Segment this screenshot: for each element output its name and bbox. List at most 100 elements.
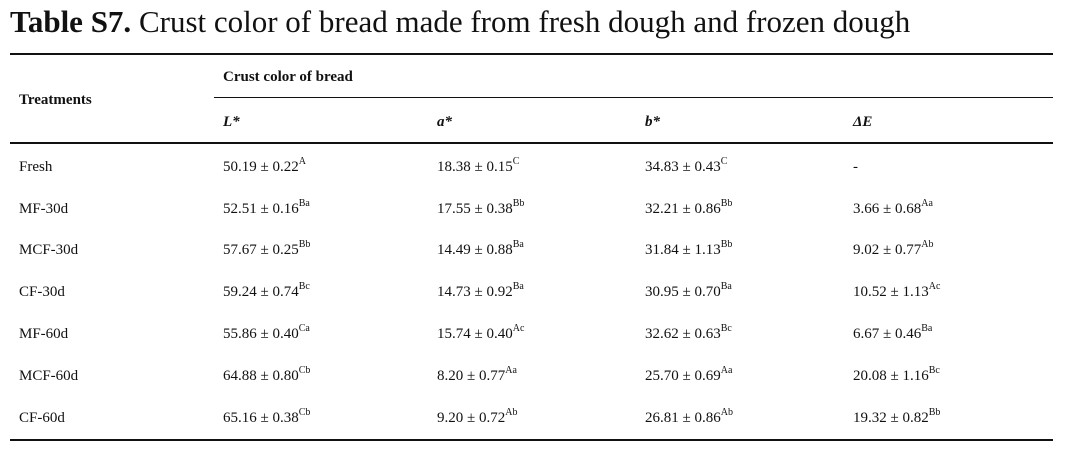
cell-b: 25.70 ± 0.69Aa <box>645 365 733 385</box>
group-header-rule <box>214 97 1053 98</box>
cell-l: 59.24 ± 0.74Bc <box>223 281 310 301</box>
cell-superscript: Ac <box>512 323 525 334</box>
cell-delta-e: 9.02 ± 0.77Ab <box>853 239 934 259</box>
cell-l: 57.67 ± 0.25Bb <box>223 239 311 259</box>
cell-value: 50.19 ± 0.22 <box>223 159 299 175</box>
cell-delta-e: 3.66 ± 0.68Aa <box>853 198 933 218</box>
cell-superscript: Bb <box>512 198 525 209</box>
cell-value: 17.55 ± 0.38 <box>437 201 513 217</box>
cell-value: 18.38 ± 0.15 <box>437 159 513 175</box>
cell-superscript: Bb <box>720 239 733 250</box>
cell-value: 20.08 ± 1.16 <box>853 368 929 384</box>
cell-value: 10.52 ± 1.13 <box>853 284 929 300</box>
cell-value: 9.02 ± 0.77 <box>853 242 922 258</box>
cell-superscript: Bb <box>720 198 733 209</box>
row-treatment: Fresh <box>19 159 53 175</box>
header-col-a: a* <box>437 114 452 130</box>
cell-b: 30.95 ± 0.70Ba <box>645 281 732 301</box>
cell-l: 55.86 ± 0.40Ca <box>223 323 310 343</box>
header-col-l: L* <box>223 114 240 130</box>
cell-value: 55.86 ± 0.40 <box>223 326 299 342</box>
cell-superscript: Bc <box>298 281 310 292</box>
cell-superscript: Cb <box>298 407 311 418</box>
cell-superscript: Ab <box>505 407 518 418</box>
cell-l: 65.16 ± 0.38Cb <box>223 407 311 427</box>
cell-superscript: Cb <box>298 365 311 376</box>
cell-superscript: Ac <box>928 281 941 292</box>
cell-value: 32.21 ± 0.86 <box>645 201 721 217</box>
cell-delta-e: 6.67 ± 0.46Ba <box>853 323 933 343</box>
cell-delta-e: - <box>853 158 858 176</box>
cell-a: 14.73 ± 0.92Ba <box>437 281 524 301</box>
cell-superscript: Bb <box>298 239 311 250</box>
cell-b: 32.62 ± 0.63Bc <box>645 323 732 343</box>
cell-l: 64.88 ± 0.80Cb <box>223 365 311 385</box>
row-treatment: MCF-30d <box>19 242 79 258</box>
cell-value: 6.67 ± 0.46 <box>853 326 922 342</box>
cell-value: 34.83 ± 0.43 <box>645 159 721 175</box>
cell-superscript: Aa <box>720 365 733 376</box>
cell-value: 3.66 ± 0.68 <box>853 201 922 217</box>
cell-superscript: C <box>512 156 520 167</box>
cell-a: 8.20 ± 0.77Aa <box>437 365 517 385</box>
cell-value: 65.16 ± 0.38 <box>223 410 299 426</box>
cell-superscript: Ab <box>921 239 934 250</box>
cell-value: 31.84 ± 1.13 <box>645 242 721 258</box>
cell-value: 9.20 ± 0.72 <box>437 410 506 426</box>
cell-value: 32.62 ± 0.63 <box>645 326 721 342</box>
cell-b: 26.81 ± 0.86Ab <box>645 407 733 427</box>
header-treatments: Treatments <box>19 92 92 108</box>
table-top-rule <box>10 53 1053 55</box>
cell-delta-e: 20.08 ± 1.16Bc <box>853 365 940 385</box>
cell-value: 57.67 ± 0.25 <box>223 242 299 258</box>
table-caption-label: Table S7. <box>10 4 132 39</box>
cell-superscript: Ba <box>298 198 310 209</box>
cell-superscript: Aa <box>505 365 517 376</box>
header-bottom-rule <box>10 142 1053 144</box>
cell-superscript: C <box>720 156 728 167</box>
cell-value: 26.81 ± 0.86 <box>645 410 721 426</box>
cell-value: 64.88 ± 0.80 <box>223 368 299 384</box>
cell-a: 18.38 ± 0.15C <box>437 156 520 176</box>
cell-b: 32.21 ± 0.86Bb <box>645 198 733 218</box>
cell-a: 9.20 ± 0.72Ab <box>437 407 518 427</box>
cell-superscript: Ba <box>720 281 732 292</box>
header-col-delta-e: ΔE <box>853 114 873 130</box>
cell-value: 15.74 ± 0.40 <box>437 326 513 342</box>
cell-value: 59.24 ± 0.74 <box>223 284 299 300</box>
cell-superscript: Aa <box>921 198 933 209</box>
header-col-b: b* <box>645 114 660 130</box>
cell-superscript: Ca <box>298 323 310 334</box>
row-treatment: MCF-60d <box>19 368 79 384</box>
header-group-crust-color: Crust color of bread <box>223 69 353 85</box>
cell-superscript: Bb <box>928 407 941 418</box>
cell-superscript: A <box>298 156 306 167</box>
table-bottom-rule <box>10 439 1053 441</box>
cell-l: 50.19 ± 0.22A <box>223 156 306 176</box>
row-treatment: MF-30d <box>19 201 69 217</box>
cell-a: 15.74 ± 0.40Ac <box>437 323 525 343</box>
cell-delta-e: 19.32 ± 0.82Bb <box>853 407 941 427</box>
cell-value: 19.32 ± 0.82 <box>853 410 929 426</box>
cell-b: 31.84 ± 1.13Bb <box>645 239 733 259</box>
cell-superscript: Bc <box>720 323 732 334</box>
cell-superscript: Ba <box>512 239 524 250</box>
cell-delta-e: 10.52 ± 1.13Ac <box>853 281 941 301</box>
table-caption-text: Crust color of bread made from fresh dou… <box>131 4 911 39</box>
cell-value: - <box>853 159 858 175</box>
cell-superscript: Ba <box>512 281 524 292</box>
row-treatment: CF-60d <box>19 410 65 426</box>
table-caption: Table S7. Crust color of bread made from… <box>10 2 910 42</box>
cell-l: 52.51 ± 0.16Ba <box>223 198 310 218</box>
cell-value: 14.73 ± 0.92 <box>437 284 513 300</box>
cell-value: 25.70 ± 0.69 <box>645 368 721 384</box>
cell-value: 30.95 ± 0.70 <box>645 284 721 300</box>
cell-value: 14.49 ± 0.88 <box>437 242 513 258</box>
cell-value: 8.20 ± 0.77 <box>437 368 506 384</box>
cell-superscript: Ab <box>720 407 733 418</box>
row-treatment: MF-60d <box>19 326 69 342</box>
cell-superscript: Bc <box>928 365 940 376</box>
cell-superscript: Ba <box>921 323 933 334</box>
cell-a: 17.55 ± 0.38Bb <box>437 198 525 218</box>
cell-b: 34.83 ± 0.43C <box>645 156 728 176</box>
